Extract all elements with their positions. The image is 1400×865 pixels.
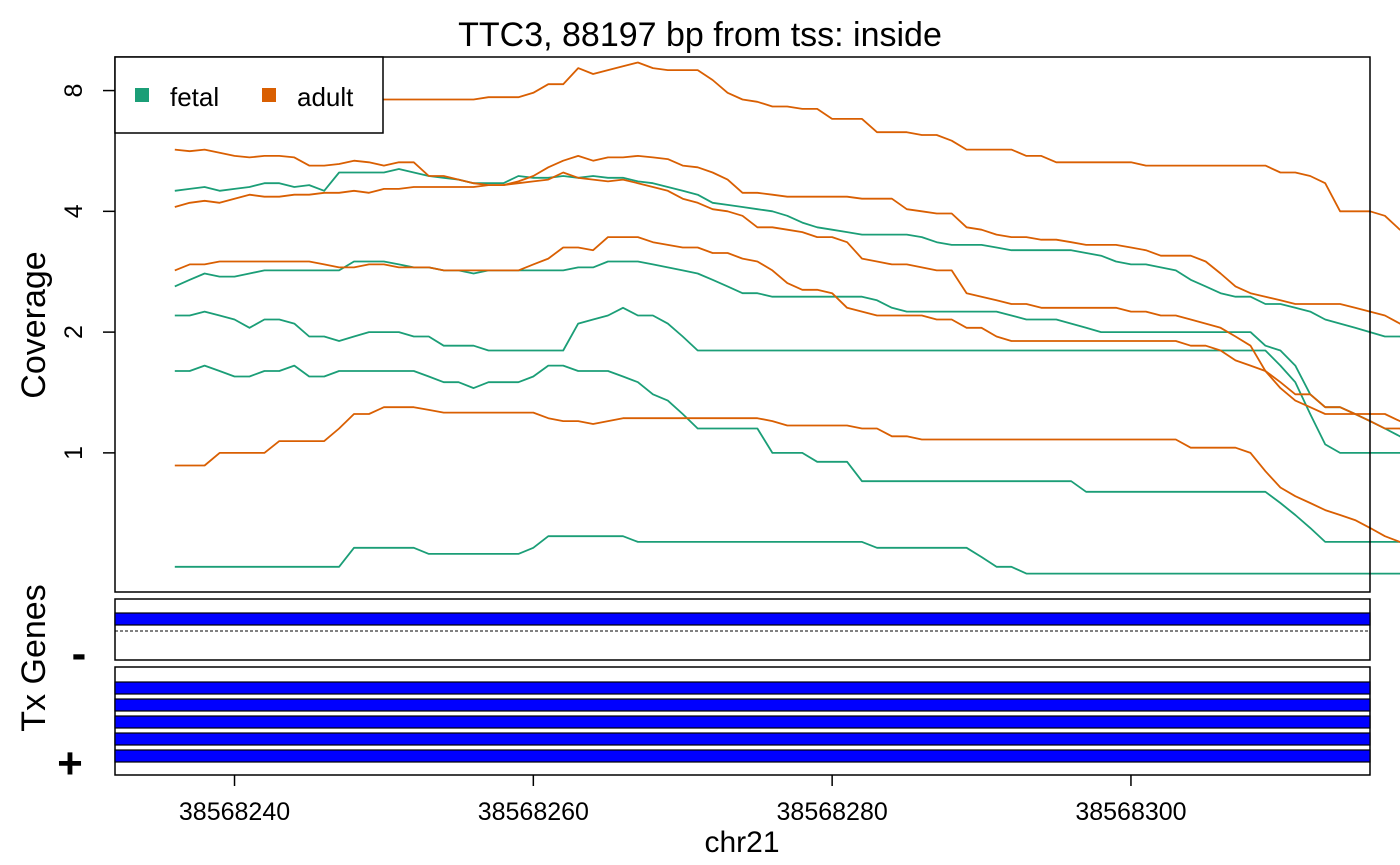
x-tick-label: 38568240 (179, 798, 290, 826)
legend-box (114, 56, 384, 134)
coverage-panel: 1 2 4 8 Coverage fetal adult (15, 56, 1400, 593)
y-tick-label: 4 (60, 204, 88, 218)
x-axis-title: chr21 (704, 826, 779, 859)
series-line-fetal-4 (174, 535, 1400, 575)
legend-swatch-adult (262, 88, 276, 102)
series-line-adult-9 (174, 406, 1400, 543)
series-line-fetal-3 (174, 260, 1400, 438)
series-line-fetal-1 (174, 364, 1400, 543)
tracks-axis-title: Tx Genes (15, 584, 53, 731)
plus-exon-bar (114, 715, 1371, 729)
minus-track-frame (114, 598, 1371, 661)
y-axis: 1 2 4 8 (60, 84, 115, 460)
series-layer (174, 61, 1400, 575)
series-line-fetal-0 (174, 306, 1400, 454)
plus-strand-label: + (57, 739, 83, 788)
minus-strand-track (114, 598, 1371, 661)
y-tick-label: 2 (60, 325, 88, 339)
legend-label-adult: adult (297, 82, 354, 112)
series-line-fetal-2 (174, 168, 1400, 338)
legend-label-fetal: fetal (170, 82, 219, 112)
legend-swatch-fetal (135, 88, 149, 102)
plus-exon-bar (114, 732, 1371, 746)
minus-exon-bar (114, 612, 1371, 626)
x-axis: 38568240 38568260 38568280 38568300 (179, 775, 1187, 826)
series-line-adult-7 (174, 171, 1400, 423)
legend: fetal adult (114, 56, 384, 134)
x-tick-label: 38568260 (478, 798, 589, 826)
x-tick-label: 38568300 (1075, 798, 1186, 826)
series-line-adult-5 (174, 61, 1400, 231)
plus-exon-bar (114, 698, 1371, 712)
chart-title: TTC3, 88197 bp from tss: inside (458, 16, 942, 54)
series-line-adult-6 (174, 148, 1400, 325)
minus-strand-label: - (72, 629, 87, 678)
plus-exon-bar (114, 749, 1371, 763)
y-tick-label: 1 (60, 446, 88, 460)
y-axis-title: Coverage (15, 251, 53, 398)
minus-exons (114, 612, 1371, 626)
y-tick-label: 8 (60, 84, 88, 98)
plus-strand-track (114, 666, 1371, 776)
plus-exons (114, 681, 1371, 763)
coverage-plot-frame (114, 56, 1371, 593)
series-line-adult-8 (174, 236, 1400, 430)
plus-exon-bar (114, 681, 1371, 695)
x-tick-label: 38568280 (777, 798, 888, 826)
